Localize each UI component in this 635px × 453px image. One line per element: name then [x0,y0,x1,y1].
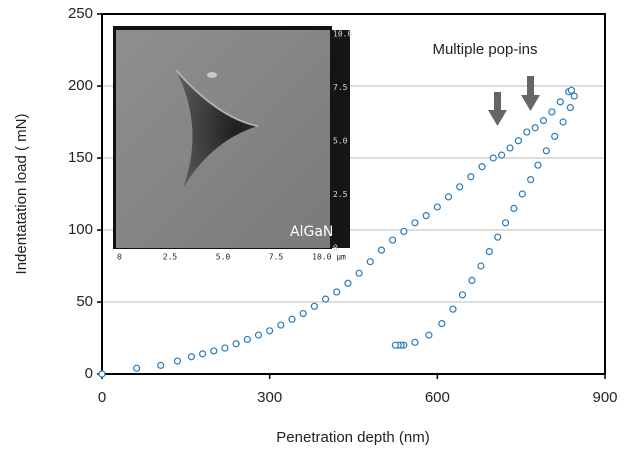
data-point [479,164,485,170]
data-point [356,270,362,276]
data-point [446,194,452,200]
afm-inset: AlGaN [113,26,350,249]
data-point [519,191,525,197]
data-point [528,177,534,183]
data-point [392,342,398,348]
data-point [549,109,555,115]
y-axis-label: Indentatation load ( mN) [13,114,30,275]
data-point [524,129,530,135]
data-point [211,348,217,354]
data-point [158,362,164,368]
x-tick-label: 300 [257,389,282,406]
data-point [267,328,273,334]
data-point [334,289,340,295]
data-point [200,351,206,357]
chart: 0 50 100 150 200 250 0 300 600 900 AlGaN 0 2.5 5.0 7… [0,0,635,448]
data-point [503,220,509,226]
data-point [552,133,558,139]
data-point [174,358,180,364]
data-point [401,228,407,234]
x-tick-label: 900 [592,389,617,406]
data-point [450,306,456,312]
inset-y-tick-label: 10.0 [333,30,352,39]
data-point [515,138,521,144]
data-point [543,148,549,154]
inset-x-tick-label: 2.5 [163,253,178,262]
data-point [412,220,418,226]
y-tick-label: 200 [68,77,93,94]
data-point [469,277,475,283]
data-point [323,296,329,302]
annotation: Multiple pop-ins [432,41,537,58]
data-point [222,345,228,351]
debris [207,72,217,78]
data-point [560,119,566,125]
data-point [278,322,284,328]
data-point [478,263,484,269]
data-point [468,174,474,180]
inset-x-tick-label: 10.0 μm [312,253,346,262]
data-point [99,371,105,377]
data-point [507,145,513,151]
data-point [486,249,492,255]
data-point [367,259,373,265]
y-tick-label: 100 [68,221,93,238]
data-point [345,280,351,286]
data-point [188,354,194,360]
data-point [300,311,306,317]
inset-y-tick-label: 5.0 [333,137,348,146]
data-point [571,93,577,99]
inset-x-tick-label: 7.5 [269,253,284,262]
data-point [490,155,496,161]
data-point [568,87,574,93]
data-point [233,341,239,347]
data-point [459,292,465,298]
data-point [541,118,547,124]
x-axis-label: Penetration depth (nm) [276,429,429,446]
data-point [378,247,384,253]
y-tick-label: 0 [85,365,93,382]
inset-y-tick-label: 0 [333,244,338,253]
data-point [457,184,463,190]
y-tick-label: 250 [68,5,93,22]
data-point [311,303,317,309]
x-tick-label: 600 [425,389,450,406]
data-point [255,332,261,338]
data-point [390,237,396,243]
data-point [423,213,429,219]
x-tick-label: 0 [98,389,106,406]
y-tick-label: 50 [76,293,93,310]
inset-y-tick-label: 7.5 [333,83,348,92]
data-point [511,205,517,211]
data-point [412,339,418,345]
data-point [439,321,445,327]
data-point [434,204,440,210]
inset-y-tick-label: 2.5 [333,190,348,199]
inset-x-tick-label: 5.0 [216,253,231,262]
arrow [521,76,540,111]
data-point [495,234,501,240]
inset-x-tick-label: 0 [117,253,122,262]
data-point [567,105,573,111]
data-point [289,316,295,322]
data-point [499,152,505,158]
data-point [134,365,140,371]
data-point [557,99,563,105]
data-point [535,162,541,168]
data-point [244,336,250,342]
arrow [488,92,507,126]
arrows [488,76,540,126]
inset-label: AlGaN [290,224,333,240]
y-tick-label: 150 [68,149,93,166]
data-point [426,332,432,338]
data-point [532,125,538,131]
